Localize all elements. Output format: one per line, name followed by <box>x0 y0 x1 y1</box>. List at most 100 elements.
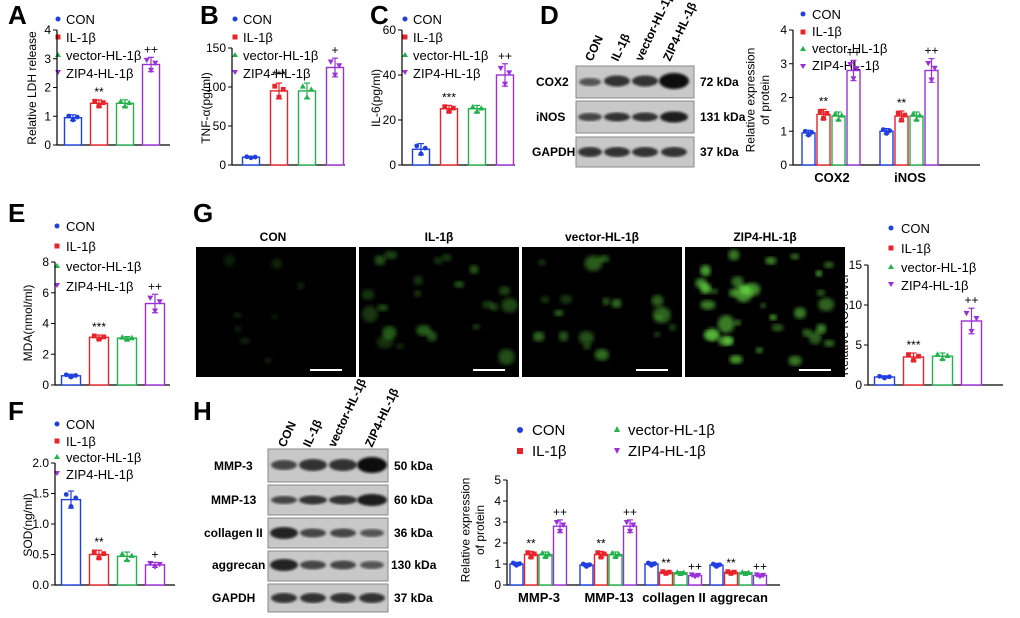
legend-marker-zip4 <box>614 448 620 454</box>
data-point-zip4 <box>147 295 154 301</box>
panel-label-f: F <box>8 396 24 426</box>
significance-label: ** <box>661 556 671 570</box>
fluorescent-cell <box>744 282 761 296</box>
data-point-zip4 <box>853 66 860 72</box>
fluorescent-cell <box>498 349 515 365</box>
y-axis-label-line: of protein <box>758 75 772 125</box>
data-point-zip4 <box>560 522 567 528</box>
bar-vector <box>467 108 487 166</box>
significance-label: ** <box>596 536 606 550</box>
fluorescent-cell <box>482 300 494 309</box>
data-point-vector <box>916 112 923 118</box>
fluorescent-cell <box>383 250 398 260</box>
legend-marker-vector <box>232 52 238 57</box>
fluorescent-cell <box>802 328 812 338</box>
significance-label: *** <box>272 68 286 82</box>
y-tick-label: 100 <box>206 80 226 94</box>
legend-marker-zip4 <box>55 70 61 75</box>
band <box>357 457 387 473</box>
y-tick-label: 3 <box>44 52 51 66</box>
data-point-vector <box>128 334 135 341</box>
legend-label-con: CON <box>66 12 95 27</box>
blot-lane-label: IL-1β <box>300 417 325 449</box>
data-point-con <box>63 492 69 497</box>
legend-marker-il1b <box>55 34 61 40</box>
bar-zip4 <box>622 525 638 586</box>
fluorescent-cell <box>362 305 379 323</box>
legend-marker-vector <box>888 264 894 269</box>
data-point-zip4 <box>497 65 504 72</box>
fluorescent-cell <box>816 289 826 297</box>
y-axis-label-line: Relative expression <box>459 478 473 583</box>
data-point-il1b <box>101 334 107 340</box>
data-point-vector <box>934 351 941 357</box>
fluorescent-cell <box>433 256 443 265</box>
legend-marker-con <box>888 225 894 231</box>
legend-marker-con <box>517 427 523 433</box>
data-point-zip4 <box>973 316 980 322</box>
legend-marker-con <box>232 16 238 22</box>
micrograph-il1b <box>359 247 519 377</box>
blot-protein-label: GAPDH <box>212 591 255 605</box>
data-point-vector <box>122 103 128 109</box>
data-point-il1b <box>725 569 731 575</box>
band <box>579 78 601 86</box>
y-axis-label: TNF-α(pg/ml) <box>199 72 213 144</box>
bar-il1b <box>89 102 109 146</box>
legend-marker-il1b <box>517 448 523 454</box>
band <box>329 459 357 471</box>
data-point-vector <box>474 108 480 114</box>
legend-label-vector: vector-HL-1β <box>413 48 488 63</box>
data-point-il1b <box>450 105 456 111</box>
bar-zip4 <box>495 74 515 166</box>
fluorescent-cell <box>769 314 777 321</box>
data-point-vector <box>913 116 920 122</box>
significance-label: ++ <box>964 293 978 307</box>
data-point-il1b <box>728 571 734 576</box>
y-tick-label: 0 <box>494 578 501 592</box>
x-category-label: aggrecan <box>710 590 768 605</box>
band <box>300 560 326 570</box>
western-blot-h: CON IL-1β vector-HL-1β ZIP4-HL-1β MMP-3 … <box>204 376 437 613</box>
fluorescence-images-g: CON IL-1β vector-HL-1β ZIP4-HL-1β <box>196 230 845 377</box>
fluorescent-cell <box>382 326 397 340</box>
data-point-con <box>73 373 79 378</box>
bar-zip4 <box>325 66 345 166</box>
y-tick-label: 3 <box>780 57 787 71</box>
data-point-zip4 <box>143 57 150 64</box>
significance-label: *** <box>92 320 106 334</box>
legend-label-vector: vector-HL-1β <box>812 41 887 56</box>
fluorescent-cell <box>233 312 242 318</box>
band <box>360 561 384 569</box>
legend-label-il1b: IL-1β <box>66 239 96 254</box>
data-point-il1b <box>595 550 601 556</box>
data-point-con <box>880 127 886 133</box>
data-point-vector <box>539 550 546 556</box>
legend-marker-con <box>402 16 408 22</box>
y-tick-label: 4 <box>42 317 49 331</box>
band <box>604 147 630 157</box>
legend-label-vector: vector-HL-1β <box>66 48 141 63</box>
legend-panel-c: CON IL-1β vector-HL-1β ZIP4-HL-1β <box>402 12 488 81</box>
blot-lane-label: CON <box>582 33 606 63</box>
data-point-il1b <box>821 116 826 121</box>
data-point-con <box>877 373 882 379</box>
legend-label-zip4: ZIP4-HL-1β <box>901 278 968 293</box>
fluorescent-cell <box>652 306 671 324</box>
data-point-con <box>809 129 815 135</box>
bar-zip4 <box>141 63 161 146</box>
fluorescent-cell <box>553 310 564 317</box>
y-axis-label: IL-6(pg/ml) <box>369 69 383 127</box>
data-point-con <box>887 128 893 134</box>
data-point-con <box>802 128 808 134</box>
y-tick-label: 3 <box>494 515 501 529</box>
data-point-con <box>74 114 80 120</box>
fluorescent-cell <box>584 255 603 272</box>
data-point-zip4 <box>760 572 767 579</box>
legend-panel-h: CON IL-1β vector-HL-1β ZIP4-HL-1β <box>517 422 715 460</box>
y-axis-label: Relative expressionof protein <box>744 48 772 153</box>
legend-marker-il1b <box>402 34 408 40</box>
fluorescent-cell <box>223 254 236 267</box>
fluorescent-cell <box>718 335 733 346</box>
legend-panel-e: CON IL-1β vector-HL-1β ZIP4-HL-1β <box>54 219 141 294</box>
